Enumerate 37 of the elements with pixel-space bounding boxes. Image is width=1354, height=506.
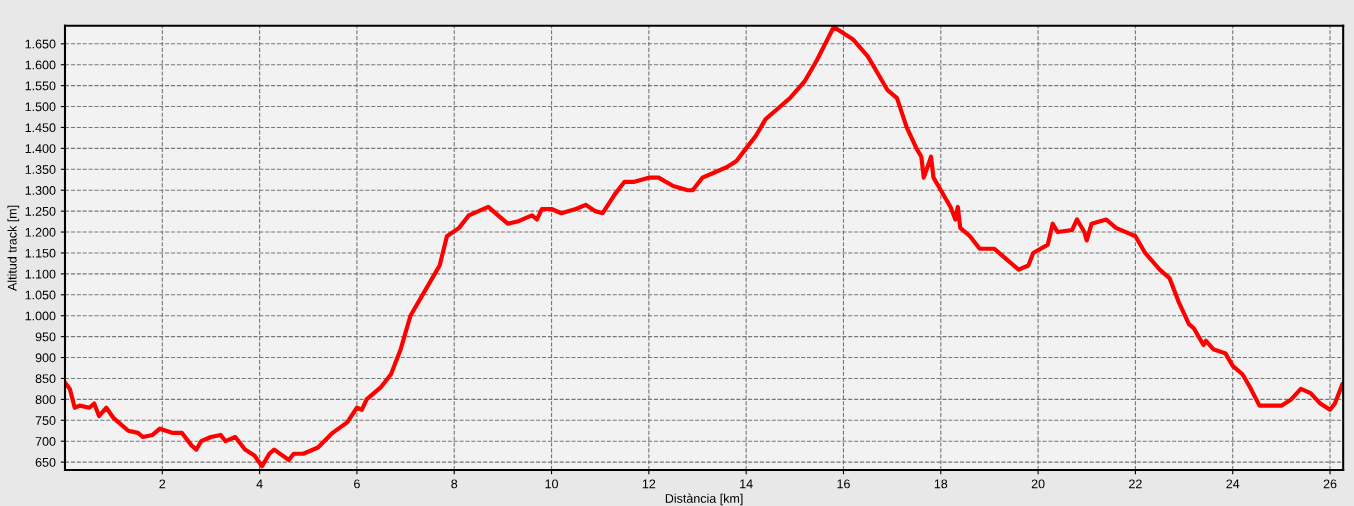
y-tick-label: 1.350 bbox=[25, 165, 56, 174]
y-tick-label: 800 bbox=[35, 395, 56, 405]
y-tick-label: 1.450 bbox=[25, 123, 56, 133]
x-tick-label: 18 bbox=[934, 479, 948, 489]
x-tick-label: 4 bbox=[256, 479, 263, 489]
y-tick-label: 1.050 bbox=[25, 290, 56, 300]
y-tick-label: 1.000 bbox=[25, 311, 56, 321]
y-tick-label: 1.200 bbox=[25, 227, 56, 237]
x-tick-label: 12 bbox=[642, 479, 656, 489]
x-tick-label: 8 bbox=[451, 479, 458, 489]
x-tick-label: 24 bbox=[1226, 479, 1240, 489]
y-tick-label: 1.100 bbox=[25, 269, 56, 279]
y-tick-label: 1.150 bbox=[25, 248, 56, 258]
y-tick-label: 1.500 bbox=[25, 102, 56, 112]
y-tick-label: 850 bbox=[35, 374, 56, 384]
line-series bbox=[64, 25, 1344, 469]
y-tick-label: 1.650 bbox=[25, 39, 56, 49]
y-tick-label: 650 bbox=[35, 457, 56, 467]
x-axis-title: Distància [km] bbox=[665, 493, 743, 506]
y-tick-label: 1.250 bbox=[25, 206, 56, 216]
y-tick-label: 950 bbox=[35, 332, 56, 342]
y-tick-label: 1.600 bbox=[25, 60, 56, 70]
y-tick-label: 900 bbox=[35, 353, 56, 363]
y-axis-title: Altitud track [m] bbox=[7, 205, 20, 291]
x-tick-label: 10 bbox=[545, 479, 559, 489]
x-tick-label: 16 bbox=[837, 479, 850, 489]
y-tick-label: 750 bbox=[35, 416, 56, 425]
y-tick-label: 1.300 bbox=[25, 186, 56, 195]
x-tick-label: 14 bbox=[740, 479, 753, 489]
x-tick-label: 6 bbox=[354, 479, 360, 489]
y-tick-label: 700 bbox=[35, 437, 56, 446]
x-tick-label: 26 bbox=[1323, 479, 1337, 489]
x-tick-label: 22 bbox=[1129, 479, 1142, 489]
y-tick-label: 1.400 bbox=[25, 144, 56, 154]
x-tick-label: 2 bbox=[159, 479, 166, 489]
y-tick-label: 1.550 bbox=[25, 81, 56, 91]
x-tick-label: 20 bbox=[1031, 479, 1045, 489]
